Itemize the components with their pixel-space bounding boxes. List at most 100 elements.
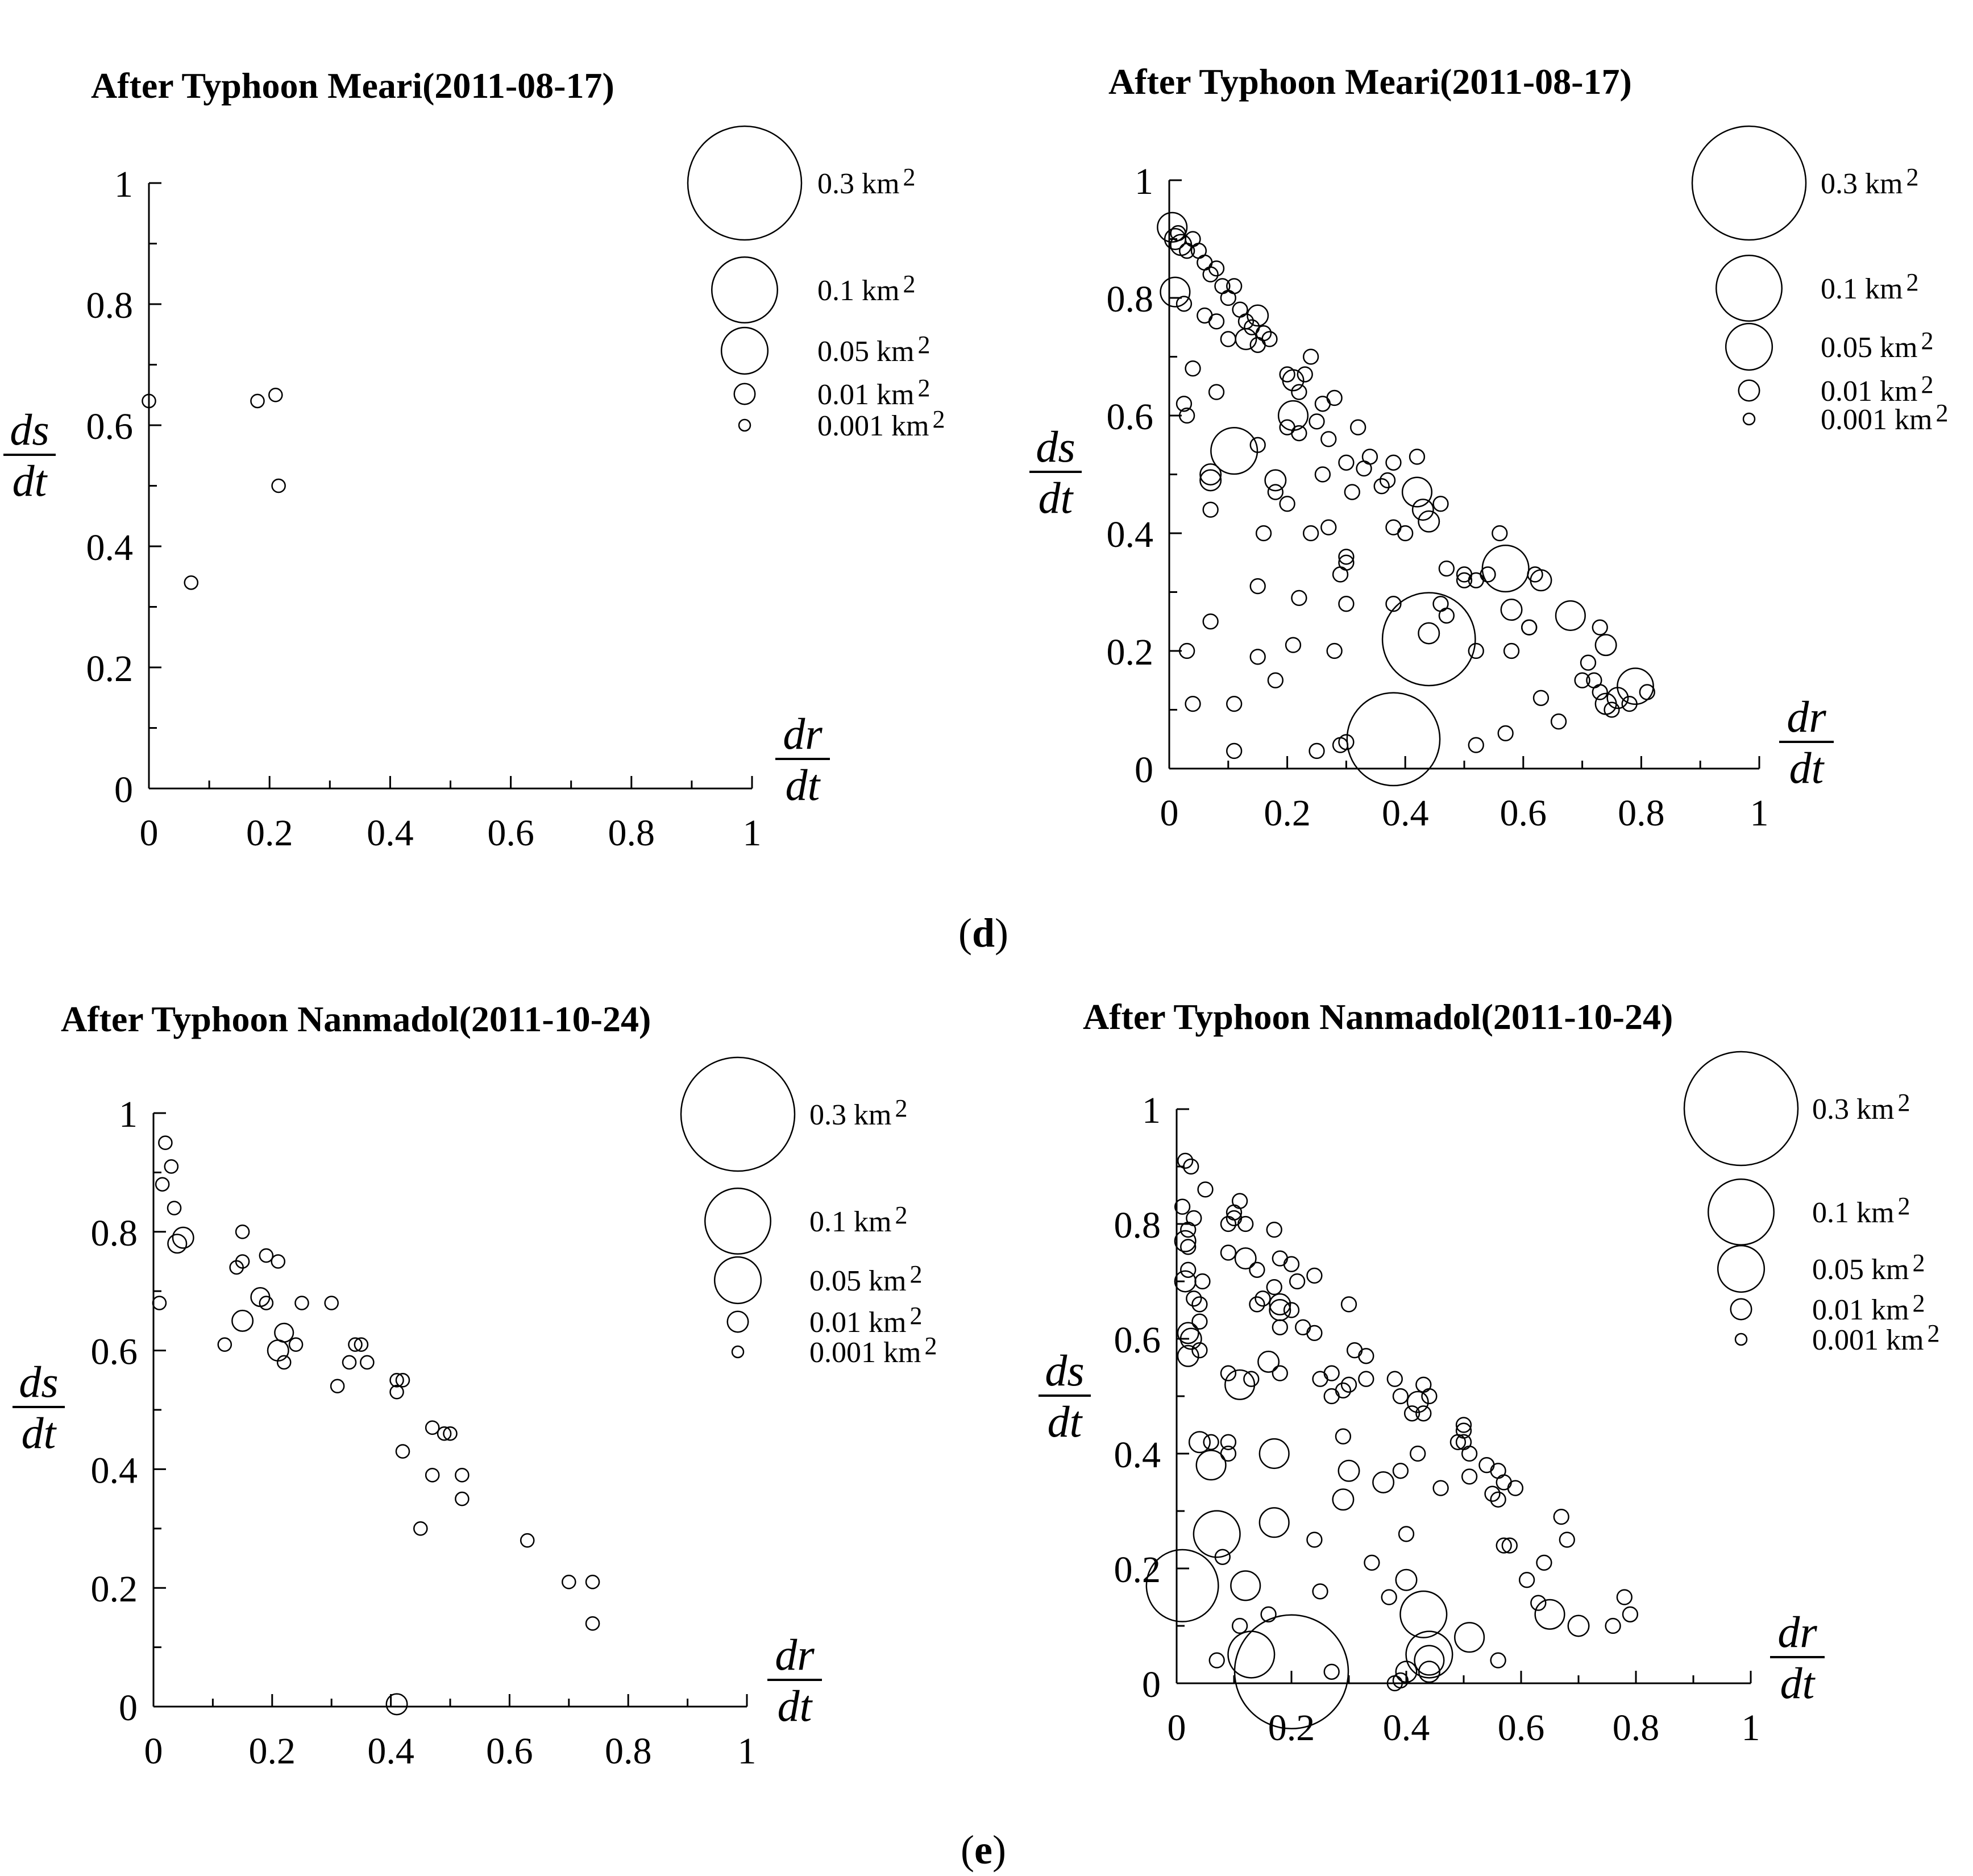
chart-2-data-point [330,1379,345,1394]
chart-2-data-point [229,1260,244,1275]
chart-3-data-point [1220,1365,1237,1381]
chart-3-data-point [1358,1348,1374,1364]
chart-1-data-point [1202,266,1219,283]
chart-3-data-point [1186,1210,1202,1227]
chart-1-data-point [1497,725,1514,742]
chart-2-data-point [294,1296,309,1310]
chart-3-data-point [1405,1630,1453,1679]
chart-3-legend-label: 0.001 km 2 [1812,1319,1939,1356]
chart-1-data-point [1226,742,1243,759]
chart-3-data-point [1338,1459,1360,1482]
chart-1-data-point [1176,396,1193,412]
chart-0-data-point [268,387,283,402]
chart-1-y-tick-label: 0.2 [1107,632,1154,673]
chart-1-y-label-numerator: ds [1036,422,1075,471]
chart-3-data-point [1208,1652,1225,1669]
chart-3-data-point [1567,1614,1590,1637]
chart-3-data-point [1340,1376,1357,1393]
chart-3-data-point [1340,1296,1357,1313]
chart-1-data-point [1314,466,1331,483]
chart-1-data-point [1332,566,1349,583]
chart-1-data-point [1350,419,1366,435]
chart-3-data-point [1255,1290,1271,1307]
chart-3-data-point [1410,1445,1426,1462]
chart-3-data-point [1399,1590,1448,1638]
chart-2-data-point [389,1384,404,1400]
chart-3-y-tick-label: 1 [1142,1090,1161,1131]
chart-3-data-point [1194,1273,1211,1290]
chart-3-data-point [1231,1617,1248,1634]
chart-3-legend-label: 0.3 km 2 [1812,1089,1910,1126]
chart-1-data-point [1332,737,1349,753]
chart-2-data-point [235,1225,250,1239]
chart-0-data-point [271,478,286,493]
chart-2-data-point [455,1491,470,1506]
panel-label-d: (d) [958,910,1008,956]
chart-3-data-point [1191,1342,1208,1359]
chart-3-data-point [1295,1319,1311,1335]
chart-meari-left: After Typhoon Meari(2011-08-17) 0 0.2 0.4 0.… [3,65,945,854]
chart-0-legend-circle [720,326,769,375]
chart-1-y-tick-label: 0.8 [1107,279,1154,320]
chart-3-data-point [1432,1480,1449,1496]
chart-3-data-point [1536,1554,1552,1571]
chart-1-data-point [1617,667,1654,705]
chart-1-data-point [1409,449,1426,465]
chart-1-data-point [1285,637,1302,653]
chart-2-data-point [425,1468,440,1483]
chart-3-data-point [1214,1549,1231,1565]
chart-3-data-point [1454,1622,1485,1653]
chart-0-legend-label: 0.01 km 2 [817,374,930,411]
chart-1-data-point [1326,642,1343,659]
chart-2-data-point [562,1574,576,1589]
chart-3-data-point [1553,1508,1569,1525]
chart-1-data-point [1521,619,1538,636]
chart-0-y-tick-label: 0.4 [86,527,134,568]
chart-1-data-point [1385,596,1402,612]
chart-1-data-point [1432,496,1449,512]
chart-3-data-point [1220,1244,1237,1261]
chart-3-legend-circle [1708,1178,1775,1246]
chart-3-data-point [1306,1325,1323,1342]
chart-1-data-point [1592,684,1608,700]
chart-1-data-point [1326,389,1343,406]
chart-1-data-point [1185,695,1201,712]
chart-0-y-tick-label: 1 [114,164,133,205]
chart-1-data-point [1527,566,1543,583]
chart-0-y-tick-label: 0.2 [86,648,134,690]
chart-0-x-tick-label: 0.4 [367,812,414,854]
chart-1-data-point [1338,454,1355,471]
chart-3-data-point [1188,1431,1211,1454]
chart-1-data-point [1279,419,1295,435]
chart-1-data-point [1249,578,1266,595]
chart-2-data-point [385,1693,408,1716]
chart-3-x-tick-label: 0.8 [1613,1707,1660,1749]
chart-1-data-point [1385,454,1402,471]
chart-3-data-point [1258,1438,1290,1470]
chart-1-data-point [1210,427,1258,475]
chart-2-y-tick-label: 0.2 [91,1568,138,1610]
chart-3-data-point [1518,1572,1535,1588]
chart-3-data-point [1272,1319,1288,1335]
chart-3-data-point [1266,1221,1282,1238]
chart-3-data-point [1226,1204,1243,1221]
chart-1-data-point [1338,596,1355,612]
chart-1-data-point [1247,304,1269,327]
chart-1-data-point [1381,592,1476,687]
chart-1-data-point [1555,600,1586,631]
chart-2-legend-circle [731,1345,745,1359]
chart-1-data-point [1279,496,1295,512]
chart-3-data-point [1484,1485,1501,1502]
chart-3-x-tick-label: 0.4 [1383,1707,1430,1749]
chart-1-data-point [1530,569,1552,592]
chart-1-data-point [1185,360,1201,377]
chart-1-data-point [1411,499,1434,521]
chart-1-data-point [1438,560,1455,577]
chart-2-data-point [172,1226,194,1249]
chart-0-legend-label: 0.1 km 2 [817,270,915,307]
chart-1-data-point [1309,742,1325,759]
chart-3-data-point [1496,1474,1512,1491]
chart-3-data-point [1183,1158,1199,1175]
chart-1-data-point [1208,313,1225,330]
chart-1-data-point [1532,690,1550,706]
